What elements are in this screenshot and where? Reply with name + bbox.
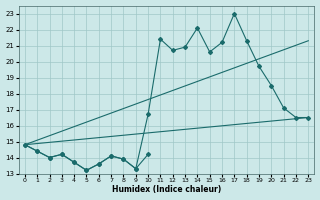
X-axis label: Humidex (Indice chaleur): Humidex (Indice chaleur) — [112, 185, 221, 194]
